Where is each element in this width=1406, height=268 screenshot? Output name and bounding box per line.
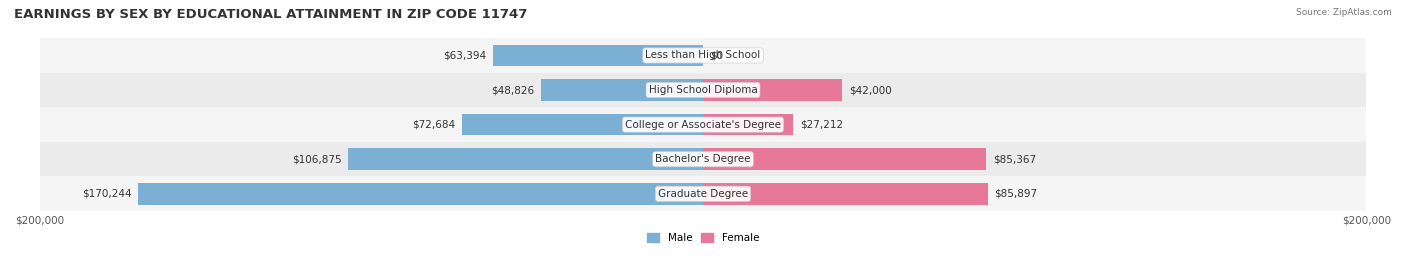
- Text: $85,367: $85,367: [993, 154, 1036, 164]
- Bar: [39, 73, 1367, 107]
- Text: Bachelor's Degree: Bachelor's Degree: [655, 154, 751, 164]
- Text: EARNINGS BY SEX BY EDUCATIONAL ATTAINMENT IN ZIP CODE 11747: EARNINGS BY SEX BY EDUCATIONAL ATTAINMEN…: [14, 8, 527, 21]
- Text: $48,826: $48,826: [491, 85, 534, 95]
- Text: College or Associate's Degree: College or Associate's Degree: [626, 120, 780, 130]
- Bar: [138, 183, 703, 204]
- Bar: [703, 148, 986, 170]
- Bar: [463, 114, 703, 135]
- Bar: [541, 79, 703, 101]
- Text: $170,244: $170,244: [82, 189, 132, 199]
- Text: $42,000: $42,000: [849, 85, 891, 95]
- Bar: [39, 107, 1367, 142]
- Bar: [703, 183, 988, 204]
- Bar: [39, 38, 1367, 73]
- Bar: [492, 45, 703, 66]
- Bar: [39, 142, 1367, 177]
- Text: $0: $0: [710, 50, 723, 61]
- Text: $85,897: $85,897: [994, 189, 1038, 199]
- Bar: [349, 148, 703, 170]
- Text: $106,875: $106,875: [292, 154, 342, 164]
- Text: Graduate Degree: Graduate Degree: [658, 189, 748, 199]
- Text: High School Diploma: High School Diploma: [648, 85, 758, 95]
- Text: $27,212: $27,212: [800, 120, 844, 130]
- Text: $63,394: $63,394: [443, 50, 486, 61]
- Text: $72,684: $72,684: [412, 120, 456, 130]
- Legend: Male, Female: Male, Female: [644, 230, 762, 246]
- Bar: [39, 177, 1367, 211]
- Text: Source: ZipAtlas.com: Source: ZipAtlas.com: [1296, 8, 1392, 17]
- Bar: [703, 79, 842, 101]
- Bar: [703, 114, 793, 135]
- Text: Less than High School: Less than High School: [645, 50, 761, 61]
